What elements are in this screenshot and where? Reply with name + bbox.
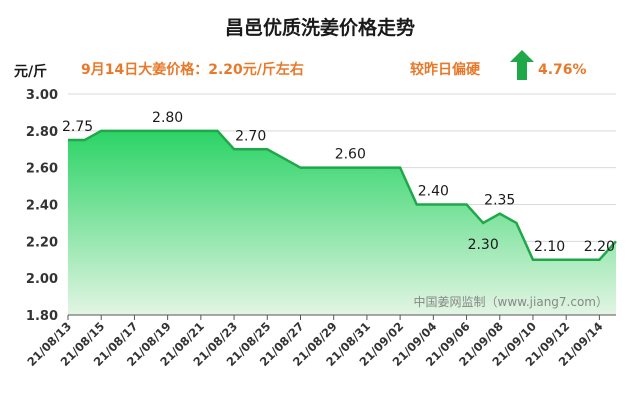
data-label: 2.35: [484, 193, 515, 209]
y-tick-label: 2.60: [26, 162, 58, 177]
price-line: [68, 129, 617, 261]
up-arrow-icon: [510, 50, 534, 80]
unit-label: 元/斤: [14, 63, 47, 80]
data-label: 2.70: [235, 128, 266, 144]
data-label: 2.80: [152, 110, 183, 126]
data-label: 2.10: [534, 239, 565, 255]
y-tick-label: 2.40: [26, 199, 58, 214]
change-percent: 4.76%: [538, 62, 587, 78]
y-tick-label: 2.00: [26, 272, 58, 287]
data-labels: 2.75 2.80 2.70 2.60 2.40 2.30 2.35 2.10 2.20: [62, 110, 615, 255]
price-area: [68, 130, 616, 315]
chart-title: 昌邑优质洗姜价格走势: [225, 16, 415, 39]
data-label: 2.60: [335, 147, 366, 163]
data-label: 2.75: [62, 119, 93, 135]
watermark: 中国姜网监制（www.jiang7.com）: [414, 294, 608, 309]
y-tick-label: 3.00: [26, 88, 58, 103]
x-axis-ticks: 21/08/1321/08/1521/08/1721/08/1921/08/21…: [24, 315, 606, 369]
data-label: 2.40: [418, 184, 449, 200]
data-label: 2.20: [584, 239, 615, 255]
y-tick-label: 1.80: [26, 309, 58, 324]
y-tick-label: 2.80: [26, 125, 58, 140]
y-tick-label: 2.20: [26, 235, 58, 250]
compare-note: 较昨日偏硬: [410, 61, 481, 78]
data-label: 2.30: [468, 237, 499, 253]
price-note: 9月14日大姜价格：2.20元/斤左右: [81, 61, 304, 78]
y-axis-ticks: 1.80 2.00 2.20 2.40 2.60 2.80 3.00: [26, 88, 58, 324]
